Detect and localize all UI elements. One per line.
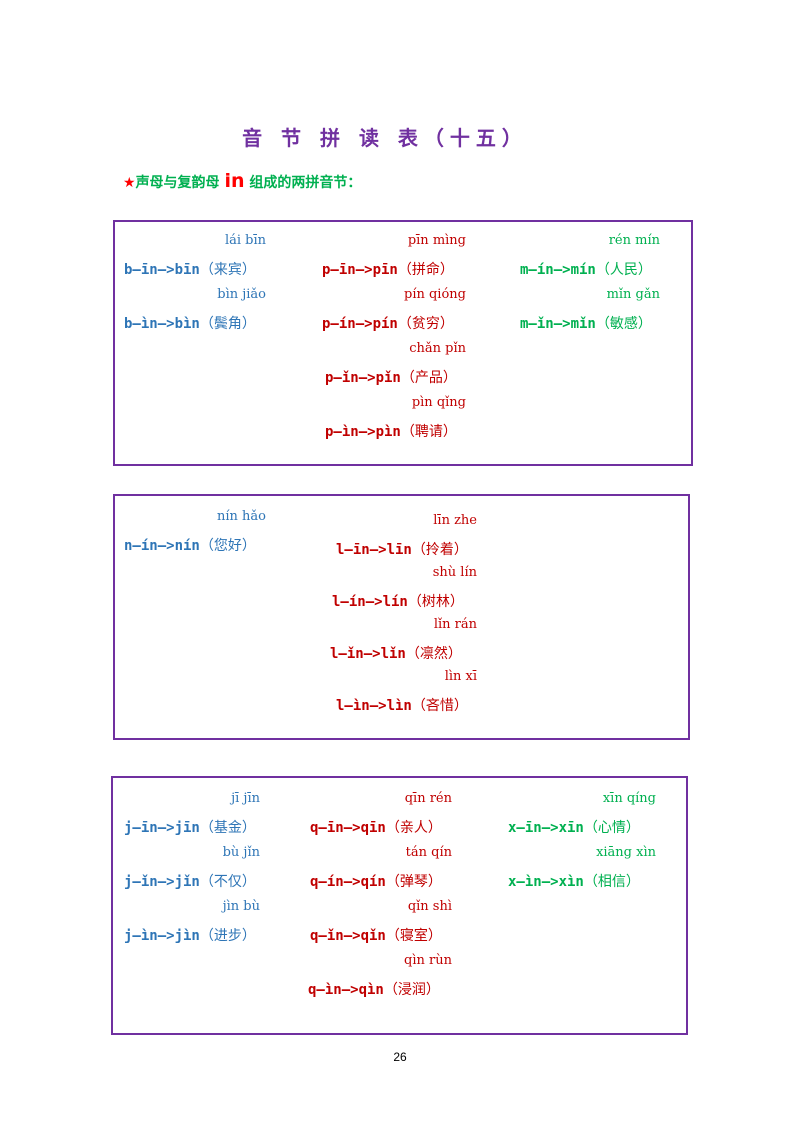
syllable-formula: b—īn—>bīn bbox=[124, 262, 200, 278]
pinyin-label: qīn rén bbox=[404, 791, 452, 806]
syllable-formula: l—īn—>līn bbox=[336, 542, 412, 558]
pinyin-label: lǐn rán bbox=[433, 617, 477, 632]
pinyin-label: mǐn gǎn bbox=[606, 287, 660, 302]
example-word: （弹琴） bbox=[385, 874, 442, 890]
syllable-formula: p—ìn—>pìn bbox=[325, 424, 401, 440]
syllable-spelling: j—ìn—>jìn（进步） bbox=[124, 925, 256, 945]
example-word: （吝惜） bbox=[411, 698, 468, 714]
syllable-spelling: m—ín—>mín（人民） bbox=[520, 259, 652, 279]
page-title: 音 节 拼 读 表（十五） bbox=[242, 126, 528, 150]
syllable-box-b-p-m bbox=[113, 220, 693, 466]
pinyin-label: jìn bù bbox=[222, 899, 260, 914]
syllable-formula: p—ín—>pín bbox=[322, 316, 398, 332]
syllable-formula: j—ǐn—>jǐn bbox=[124, 874, 200, 890]
syllable-spelling: x—īn—>xīn（心情） bbox=[508, 817, 640, 837]
pinyin-label: qǐn shì bbox=[407, 899, 452, 914]
example-word: （来宾） bbox=[199, 262, 256, 278]
subtitle-prefix: 声母与复韵母 bbox=[135, 175, 220, 191]
syllable-formula: q—ín—>qín bbox=[310, 874, 386, 890]
syllable-formula: q—īn—>qīn bbox=[310, 820, 386, 836]
syllable-formula: x—īn—>xīn bbox=[508, 820, 584, 836]
syllable-spelling: q—ín—>qín（弹琴） bbox=[310, 871, 442, 891]
syllable-spelling: b—īn—>bīn（来宾） bbox=[124, 259, 256, 279]
syllable-spelling: b—ìn—>bìn（鬓角） bbox=[124, 313, 256, 333]
pinyin-label: līn zhe bbox=[433, 513, 477, 528]
syllable-spelling: l—ǐn—>lǐn（凛然） bbox=[330, 643, 462, 663]
syllable-formula: m—ǐn—>mǐn bbox=[520, 316, 596, 332]
example-word: （拎着） bbox=[411, 542, 468, 558]
pinyin-label: bìn jiǎo bbox=[217, 287, 266, 302]
syllable-spelling: l—īn—>līn（拎着） bbox=[336, 539, 468, 559]
syllable-formula: j—ìn—>jìn bbox=[124, 928, 200, 944]
example-word: （不仅） bbox=[199, 874, 256, 890]
pinyin-label: tán qín bbox=[405, 845, 452, 860]
example-word: （亲人） bbox=[385, 820, 442, 836]
example-word: （基金） bbox=[199, 820, 256, 836]
syllable-formula: n—ín—>nín bbox=[124, 538, 200, 554]
syllable-spelling: q—īn—>qīn（亲人） bbox=[310, 817, 442, 837]
example-word: （鬓角） bbox=[199, 316, 256, 332]
syllable-formula: b—ìn—>bìn bbox=[124, 316, 200, 332]
syllable-formula: j—īn—>jīn bbox=[124, 820, 200, 836]
example-word: （凛然） bbox=[405, 646, 462, 662]
syllable-formula: l—ín—>lín bbox=[332, 594, 408, 610]
syllable-spelling: l—ín—>lín（树林） bbox=[332, 591, 464, 611]
section-subtitle: ★声母与复韵母 in 组成的两拼音节： bbox=[123, 170, 361, 192]
syllable-spelling: p—ín—>pín（贫穷） bbox=[322, 313, 454, 333]
syllable-spelling: p—ìn—>pìn（聘请） bbox=[325, 421, 457, 441]
syllable-formula: p—īn—>pīn bbox=[322, 262, 398, 278]
syllable-formula: q—ìn—>qìn bbox=[308, 982, 384, 998]
example-word: （您好） bbox=[199, 538, 256, 554]
pinyin-label: lìn xī bbox=[444, 669, 477, 684]
subtitle-suffix: 组成的两拼音节： bbox=[249, 175, 362, 191]
pinyin-label: rén mín bbox=[608, 233, 660, 248]
example-word: （进步） bbox=[199, 928, 256, 944]
syllable-spelling: q—ǐn—>qǐn（寝室） bbox=[310, 925, 442, 945]
syllable-formula: q—ǐn—>qǐn bbox=[310, 928, 386, 944]
syllable-formula: l—ǐn—>lǐn bbox=[330, 646, 406, 662]
example-word: （拼命） bbox=[397, 262, 454, 278]
example-word: （聘请） bbox=[400, 424, 457, 440]
syllable-box-n-l bbox=[113, 494, 690, 740]
syllable-spelling: x—ìn—>xìn（相信） bbox=[508, 871, 640, 891]
page-number: 26 bbox=[393, 1050, 407, 1064]
syllable-spelling: n—ín—>nín（您好） bbox=[124, 535, 256, 555]
example-word: （寝室） bbox=[385, 928, 442, 944]
syllable-formula: l—ìn—>lìn bbox=[336, 698, 412, 714]
syllable-spelling: j—ǐn—>jǐn（不仅） bbox=[124, 871, 256, 891]
subtitle-final: in bbox=[224, 170, 245, 192]
example-word: （心情） bbox=[583, 820, 640, 836]
syllable-spelling: j—īn—>jīn（基金） bbox=[124, 817, 256, 837]
example-word: （人民） bbox=[595, 262, 652, 278]
pinyin-label: pín qióng bbox=[404, 287, 466, 302]
pinyin-label: lái bīn bbox=[224, 233, 266, 248]
pinyin-label: pīn mìng bbox=[407, 233, 466, 248]
syllable-formula: m—ín—>mín bbox=[520, 262, 596, 278]
pinyin-label: qìn rùn bbox=[404, 953, 452, 968]
pinyin-label: xīn qíng bbox=[602, 791, 656, 806]
pinyin-label: nín hǎo bbox=[217, 509, 266, 524]
syllable-spelling: p—ǐn—>pǐn（产品） bbox=[325, 367, 457, 387]
example-word: （敏感） bbox=[595, 316, 652, 332]
example-word: （相信） bbox=[583, 874, 640, 890]
pinyin-label: shù lín bbox=[432, 565, 477, 580]
syllable-spelling: m—ǐn—>mǐn（敏感） bbox=[520, 313, 652, 333]
example-word: （浸润） bbox=[383, 982, 440, 998]
syllable-box-j-q-x bbox=[111, 776, 688, 1035]
syllable-spelling: q—ìn—>qìn（浸润） bbox=[308, 979, 440, 999]
pinyin-label: jī jīn bbox=[231, 791, 260, 806]
pinyin-label: pìn qǐng bbox=[411, 395, 466, 410]
syllable-spelling: l—ìn—>lìn（吝惜） bbox=[336, 695, 468, 715]
star-icon: ★ bbox=[123, 175, 136, 191]
pinyin-label: bù jǐn bbox=[222, 845, 260, 860]
pinyin-label: xiāng xìn bbox=[596, 845, 656, 860]
example-word: （贫穷） bbox=[397, 316, 454, 332]
syllable-formula: x—ìn—>xìn bbox=[508, 874, 584, 890]
example-word: （树林） bbox=[407, 594, 464, 610]
example-word: （产品） bbox=[400, 370, 457, 386]
pinyin-label: chǎn pǐn bbox=[409, 341, 466, 356]
syllable-spelling: p—īn—>pīn（拼命） bbox=[322, 259, 454, 279]
syllable-formula: p—ǐn—>pǐn bbox=[325, 370, 401, 386]
